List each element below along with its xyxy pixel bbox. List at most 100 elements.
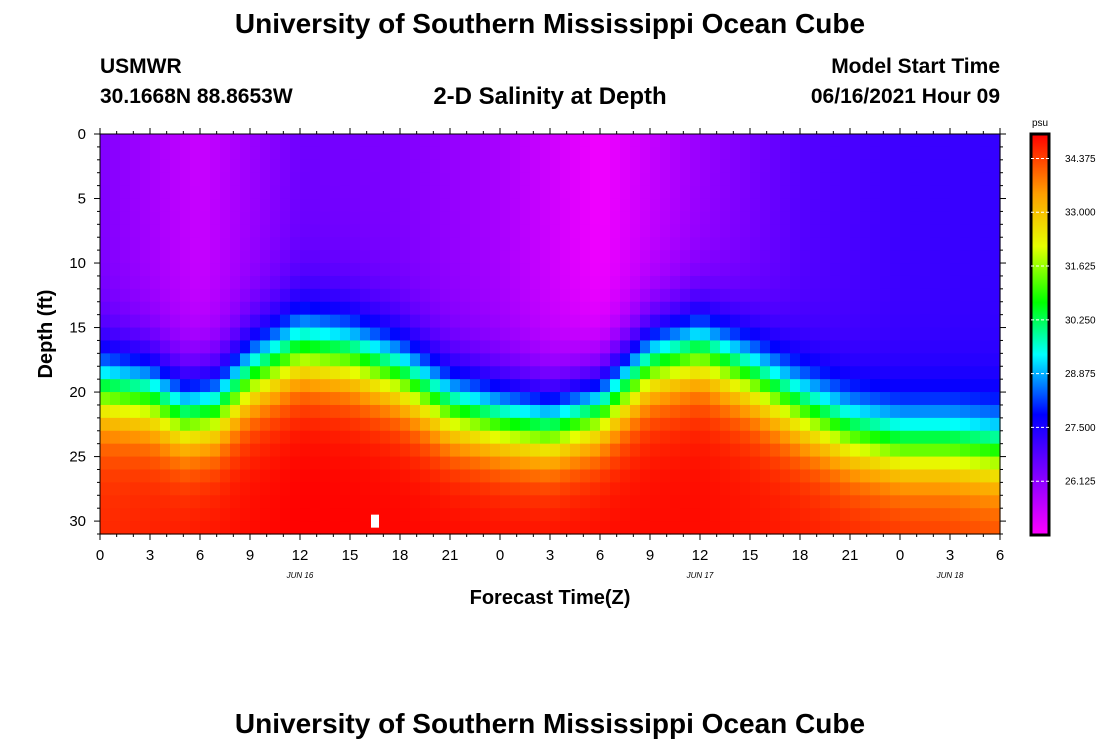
heatmap-cell [620,198,631,213]
heatmap-cell [550,134,561,148]
heatmap-cell [860,353,871,367]
heatmap-cell [930,198,941,213]
heatmap-cell [670,301,681,316]
heatmap-cell [350,275,361,290]
station-coordinates: 30.1668N 88.8653W [100,85,293,108]
heatmap-cell [510,134,521,148]
heatmap-cell [880,198,891,213]
heatmap-cell [920,263,931,277]
heatmap-cell [510,263,521,277]
heatmap-cell [700,224,711,238]
heatmap-cell [760,224,771,238]
heatmap-cell [570,250,581,264]
heatmap-cell [750,211,761,225]
heatmap-cell [640,327,651,342]
heatmap-cell [370,185,381,200]
heatmap-cell [220,263,231,277]
heatmap-cell [440,456,451,471]
heatmap-cell [680,404,691,419]
heatmap-cell [850,185,861,200]
heatmap-cell [720,482,731,496]
heatmap-cell [410,224,421,238]
heatmap-cell [550,159,561,174]
heatmap-cell [470,456,481,471]
heatmap-cell [500,327,511,342]
heatmap-cell [870,340,881,354]
heatmap-cell [740,456,751,471]
heatmap-cell [130,482,141,496]
heatmap-cell [100,417,111,432]
heatmap-cell [900,224,911,238]
heatmap-cells [100,134,1001,535]
heatmap-cell [930,263,941,277]
heatmap-cell [380,482,391,496]
heatmap-cell [490,508,501,522]
heatmap-cell [770,237,781,251]
heatmap-cell [380,224,391,238]
heatmap-cell [700,275,711,290]
heatmap-cell [450,237,461,251]
heatmap-cell [480,340,491,354]
heatmap-cell [910,404,921,419]
heatmap-cell [190,288,201,303]
heatmap-cell [130,404,141,419]
heatmap-cell [180,327,191,342]
heatmap-cell [260,275,271,290]
heatmap-cell [860,134,871,148]
heatmap-cell [610,250,621,264]
heatmap-cell [130,301,141,316]
heatmap-cell [120,366,131,380]
heatmap-cell [960,250,971,264]
heatmap-cell [820,392,831,406]
heatmap-cell [910,237,921,251]
heatmap-cell [610,430,621,445]
heatmap-cell [100,392,111,406]
heatmap-cell [920,508,931,522]
heatmap-cell [890,263,901,277]
heatmap-cell [400,353,411,367]
heatmap-cell [720,366,731,380]
heatmap-cell [890,314,901,329]
heatmap-cell [880,185,891,200]
heatmap-cell [650,417,661,432]
heatmap-cell [740,237,751,251]
heatmap-cell [490,185,501,200]
heatmap-cell [520,159,531,174]
heatmap-cell [920,469,931,483]
heatmap-cell [470,404,481,419]
heatmap-cell [980,211,991,225]
colorbar [1029,132,1051,537]
heatmap-cell [300,288,311,303]
heatmap-cell [320,146,331,161]
heatmap-cell [300,275,311,290]
heatmap-cell [440,146,451,161]
heatmap-cell [360,508,371,522]
heatmap-cell [200,430,211,445]
heatmap-cell [740,508,751,522]
heatmap-cell [620,172,631,187]
heatmap-cell [310,404,321,419]
heatmap-cell [790,237,801,251]
heatmap-cell [840,508,851,522]
heatmap-cell [340,379,351,393]
heatmap-cell [180,250,191,264]
heatmap-cell [270,159,281,174]
heatmap-cell [780,134,791,148]
heatmap-cell [910,198,921,213]
heatmap-cell [110,495,121,509]
heatmap-cell [900,495,911,509]
heatmap-cell [610,508,621,522]
heatmap-cell [580,237,591,251]
heatmap-cell [640,417,651,432]
heatmap-cell [820,469,831,483]
heatmap-cell [830,211,841,225]
x-tick-label: 3 [146,547,154,564]
heatmap-cell [440,250,451,264]
heatmap-cell [700,314,711,329]
heatmap-cell [310,211,321,225]
heatmap-cell [960,134,971,148]
heatmap-cell [340,366,351,380]
heatmap-cell [540,211,551,225]
heatmap-cell [360,417,371,432]
heatmap-cell [710,521,721,535]
